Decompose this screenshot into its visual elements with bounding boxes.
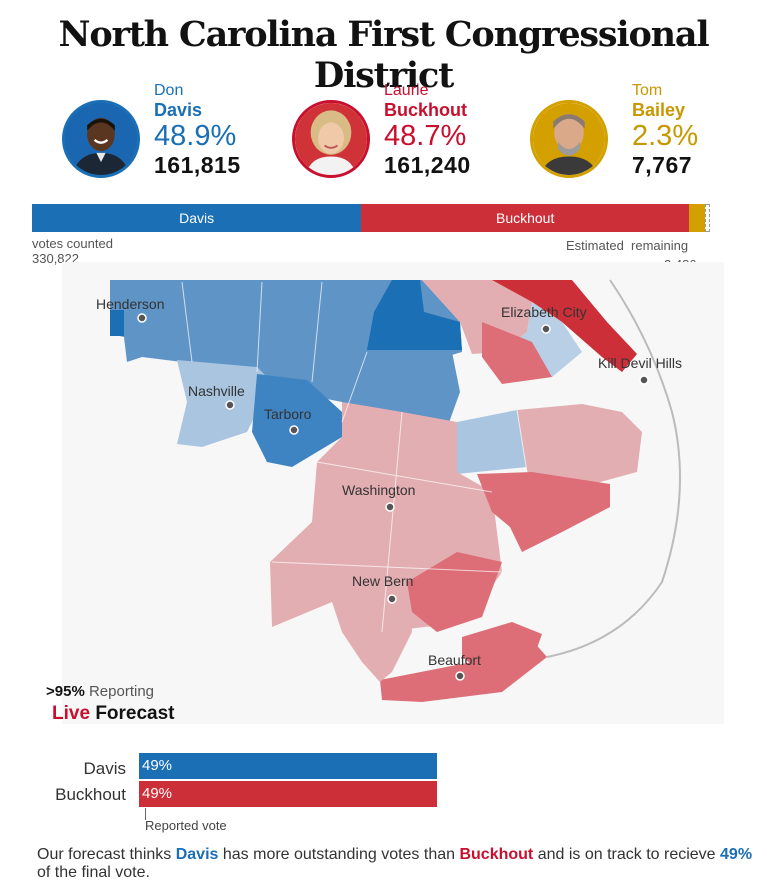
district-map[interactable]: Henderson Elizabeth City Kill Devil Hill… xyxy=(62,262,724,724)
county-region-east-lightblue xyxy=(457,410,527,474)
remaining-label: Estimated remaining xyxy=(566,238,689,253)
vote-pct: 2.3% xyxy=(632,120,699,152)
forecast-bar-davis: 49% xyxy=(139,753,437,779)
city-henderson: Henderson xyxy=(96,296,165,312)
live-forecast-heading: Live Forecast xyxy=(52,703,175,725)
caption-pct: 49% xyxy=(720,846,753,863)
candidate-buckhout[interactable]: Laurie Buckhout 48.7% 161,240 xyxy=(292,82,502,192)
first-name: Tom xyxy=(632,82,663,99)
city-new-bern: New Bern xyxy=(352,573,414,589)
candidate-davis[interactable]: Don Davis 48.9% 161,815 xyxy=(62,82,272,192)
avatar-bailey xyxy=(530,100,608,178)
city-elizabeth-city: Elizabeth City xyxy=(501,304,587,320)
county-region-east-red xyxy=(477,472,610,552)
first-name: Don xyxy=(154,82,184,99)
vote-count: 161,815 xyxy=(154,152,241,178)
county-region-north-central xyxy=(367,280,462,350)
candidate-bailey[interactable]: Tom Bailey 2.3% 7,767 xyxy=(530,82,740,192)
county-region-henderson-west xyxy=(110,310,124,336)
county-region-carteret xyxy=(380,640,547,702)
vote-pct: 48.7% xyxy=(384,120,467,152)
forecast-label-buckhout: Buckhout xyxy=(55,785,126,804)
county-region-coastal-pink xyxy=(332,582,412,682)
city-beaufort: Beaufort xyxy=(428,652,481,668)
outer-banks-coastline xyxy=(546,279,681,658)
bar-segment-buckhout: Buckhout xyxy=(361,204,690,232)
forecast-axis-tick xyxy=(145,808,146,820)
reported-vote-label: Reported vote xyxy=(145,818,227,833)
county-region-east-pink xyxy=(517,404,642,487)
portrait-davis-icon xyxy=(65,103,137,175)
city-tarboro: Tarboro xyxy=(264,406,312,422)
caption-text: of the final vote. xyxy=(37,864,150,881)
county-region-perquimans xyxy=(482,322,552,384)
results-bar: Davis Buckhout xyxy=(32,204,710,232)
bar-segment-remaining xyxy=(704,204,710,232)
county-region-northwest xyxy=(110,280,462,402)
page-title: North Carolina First Congressional Distr… xyxy=(58,14,710,96)
last-name: Bailey xyxy=(632,100,686,120)
city-kill-devil-hills: Kill Devil Hills xyxy=(598,355,683,371)
reporting-label: Reporting xyxy=(88,683,155,700)
county-region-nashville xyxy=(177,360,272,447)
county-region-tarboro xyxy=(252,374,342,467)
portrait-bailey-icon xyxy=(533,103,605,175)
county-region-elizabeth-city xyxy=(492,280,637,372)
forecast-caption: Our forecast thinks Davis has more outst… xyxy=(37,846,762,882)
caption-text: has more outstanding votes than xyxy=(218,846,460,863)
votes-counted-label: votes counted xyxy=(32,236,113,251)
bar-segment-davis: Davis xyxy=(32,204,362,232)
bar-segment-bailey xyxy=(689,204,705,232)
last-name: Davis xyxy=(154,100,203,120)
forecast-label: Forecast xyxy=(95,703,175,724)
forecast-label-davis: Davis xyxy=(83,759,126,778)
first-name: Laurie xyxy=(384,82,429,99)
avatar-buckhout xyxy=(292,100,370,178)
vote-count: 161,240 xyxy=(384,152,471,178)
portrait-buckhout-icon xyxy=(295,103,367,175)
district-map-svg[interactable] xyxy=(62,262,724,724)
county-boundaries xyxy=(181,281,528,633)
live-label: Live xyxy=(52,703,91,724)
city-washington: Washington xyxy=(342,482,416,498)
forecast-bar-buckhout: 49% xyxy=(139,781,437,807)
reporting-value: >95% xyxy=(46,683,85,700)
city-nashville: Nashville xyxy=(188,383,245,399)
caption-buckhout: Buckhout xyxy=(459,846,534,863)
avatar-davis xyxy=(62,100,140,178)
vote-count: 7,767 xyxy=(632,152,693,178)
caption-text: Our forecast thinks xyxy=(37,846,176,863)
county-region-new-bern-red xyxy=(407,552,502,632)
last-name: Buckhout xyxy=(384,100,467,120)
reporting-status: >95% Reporting xyxy=(46,683,154,700)
caption-text: and is on track to recieve xyxy=(533,846,721,863)
vote-pct: 48.9% xyxy=(154,120,237,152)
caption-davis: Davis xyxy=(175,846,219,863)
